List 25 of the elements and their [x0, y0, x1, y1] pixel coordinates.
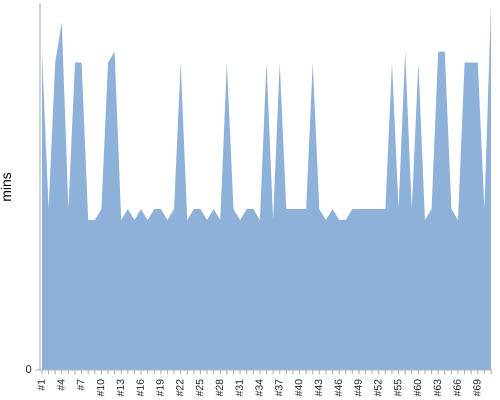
- x-tick-label: #19: [156, 380, 164, 396]
- x-tick-label: #28: [216, 379, 224, 396]
- x-tick-label: #34: [255, 379, 263, 396]
- x-tick-label: #22: [176, 380, 184, 396]
- x-tick-label: #1: [38, 380, 45, 391]
- x-tick-label: #4: [57, 379, 64, 391]
- x-tick-label: #10: [96, 379, 104, 396]
- x-tick-label: #40: [294, 379, 302, 396]
- x-tick-label: #60: [414, 379, 422, 396]
- x-tick-label: #31: [236, 380, 243, 396]
- x-tick-label: #49: [354, 380, 362, 396]
- x-tick-label: #63: [434, 379, 441, 396]
- text: 0: [26, 365, 32, 373]
- x-tick-label: #25: [196, 379, 204, 396]
- y-axis-title: mins: [0, 172, 12, 201]
- x-tick-label: #55: [394, 379, 402, 396]
- x-tick-label: #66: [453, 379, 461, 396]
- x-tick-label: #46: [334, 379, 342, 396]
- x-tick-label: #37: [275, 380, 282, 396]
- x-tick-label: #52: [374, 380, 382, 396]
- x-tick-label: #69: [473, 380, 481, 396]
- x-tick-label: #16: [136, 379, 144, 396]
- x-tick-label: #7: [77, 380, 84, 391]
- x-tick-label: #43: [314, 379, 322, 396]
- x-tick-label: #13: [116, 379, 124, 396]
